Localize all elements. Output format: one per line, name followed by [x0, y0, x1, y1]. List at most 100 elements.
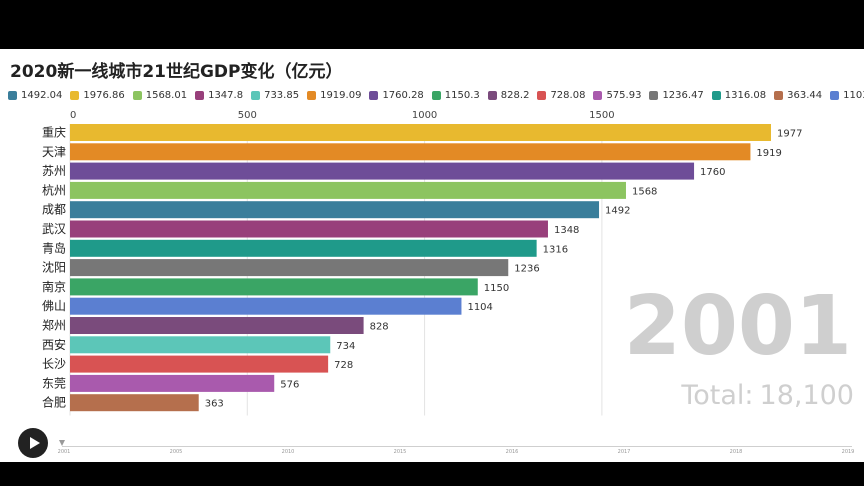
value-label: 1150 — [484, 283, 509, 294]
legend-item[interactable]: 1568.01 — [132, 89, 188, 101]
play-icon — [30, 437, 40, 449]
bar — [70, 162, 695, 180]
category-label: 长沙 — [42, 357, 66, 371]
legend-label: 1568.01 — [145, 89, 188, 101]
legend-label: 1103.89 — [843, 89, 864, 101]
timeline-label: 2005 — [169, 449, 183, 455]
legend-item[interactable]: 1760.28 — [369, 89, 424, 101]
legend-item[interactable]: 728.08 — [537, 90, 585, 101]
bar — [70, 143, 751, 161]
x-tick-label: 500 — [238, 110, 257, 121]
legend-item[interactable]: 575.93 — [593, 90, 641, 101]
value-label: 1568 — [632, 186, 657, 197]
legend-item[interactable]: 1347.8 — [195, 90, 243, 101]
legend-swatch — [8, 90, 17, 100]
value-label: 728 — [334, 360, 353, 371]
bar — [70, 220, 548, 238]
value-label: 1760 — [700, 167, 725, 178]
timeline-track[interactable] — [62, 446, 852, 447]
bar — [70, 394, 199, 412]
bar — [70, 297, 462, 315]
legend-item[interactable]: 1236.47 — [649, 89, 704, 101]
legend-item[interactable]: 1150.3 — [431, 89, 480, 101]
legend-label: 728.08 — [550, 89, 586, 101]
legend-label: 1316.08 — [724, 89, 767, 101]
category-label: 武汉 — [42, 222, 66, 236]
value-label: 1316 — [543, 244, 568, 255]
legend-swatch — [487, 90, 497, 100]
legend-swatch — [830, 90, 840, 100]
legend-label: 733.85 — [264, 89, 300, 101]
legend-swatch — [593, 90, 603, 100]
legend-swatch — [711, 90, 721, 100]
value-label: 1492 — [605, 206, 630, 217]
legend-item[interactable]: 733.85 — [251, 90, 299, 101]
legend-item[interactable]: 828.2 — [487, 89, 530, 101]
category-label: 杭州 — [42, 182, 66, 197]
legend-item[interactable]: 1976.86 — [70, 89, 125, 101]
value-label: 1236 — [514, 264, 539, 275]
legend-swatch — [369, 90, 379, 100]
category-label: 苏州 — [42, 164, 66, 178]
value-label: 1977 — [777, 129, 802, 140]
category-label: 沈阳 — [42, 260, 66, 275]
legend-label: 575.93 — [606, 89, 642, 101]
legend-label: 1760.28 — [382, 89, 424, 101]
value-label: 734 — [336, 341, 355, 352]
category-label: 合肥 — [42, 395, 66, 410]
timeline-label: 2019 — [841, 449, 855, 455]
legend-label: 1919.09 — [320, 89, 362, 101]
bar-chart: 0 500 1000 1500 重庆 1977 天津 1919 苏州 1760 杭州 1568 成都 14… — [42, 110, 802, 416]
timeline-handle[interactable] — [59, 440, 65, 446]
category-label: 郑州 — [42, 318, 66, 333]
x-tick-label: 0 — [70, 110, 76, 121]
timeline-slider[interactable]: 2001 2005 2010 2015 2016 2017 2018 2019 — [58, 440, 855, 461]
legend: 1492.04 1976.86 1568.01 1347.8 733.85 1919.09… — [8, 87, 864, 103]
legend-label: 1976.86 — [83, 89, 125, 101]
category-label: 南京 — [42, 279, 66, 294]
bar — [70, 259, 509, 277]
value-label: 1348 — [554, 225, 579, 236]
legend-swatch — [537, 90, 547, 100]
category-label: 佛山 — [42, 299, 66, 313]
legend-item[interactable]: 1103.89 — [830, 90, 864, 101]
bar — [70, 374, 275, 392]
bar — [70, 278, 478, 296]
legend-item[interactable]: 1492.04 — [8, 90, 62, 101]
total-label: Total — [681, 380, 745, 411]
legend-swatch — [251, 90, 261, 100]
total-value: 18,100 — [759, 380, 854, 411]
bar — [70, 355, 329, 373]
timeline-label: 2016 — [505, 449, 519, 455]
legend-label: 1492.04 — [21, 89, 63, 101]
category-label: 青岛 — [42, 240, 66, 255]
timeline-label: 2001 — [57, 449, 71, 455]
category-label: 重庆 — [42, 126, 66, 140]
legend-label: 1236.47 — [662, 89, 704, 101]
legend-label: 1150.3 — [444, 89, 480, 101]
chart-stage: 2020新一线城市21世纪GDP变化（亿元） 1492.04 1976.86 156… — [0, 49, 864, 462]
bar — [70, 336, 331, 354]
value-label: 1919 — [756, 148, 781, 159]
play-button[interactable] — [18, 428, 48, 458]
legend-item[interactable]: 1316.08 — [711, 89, 767, 101]
legend-swatch — [132, 90, 142, 100]
category-label: 东莞 — [42, 376, 66, 390]
category-label: 成都 — [42, 203, 66, 217]
value-label: 1104 — [467, 302, 492, 313]
total-readout: Total: 18,100 — [681, 380, 854, 411]
bar — [70, 201, 600, 219]
bar — [70, 181, 626, 199]
legend-swatch — [431, 90, 441, 100]
x-tick-label: 1000 — [412, 110, 437, 121]
legend-label: 363.44 — [787, 89, 823, 101]
bar — [70, 317, 364, 334]
value-label: 576 — [280, 379, 299, 390]
chart-title: 2020新一线城市21世纪GDP变化（亿元） — [10, 62, 343, 82]
value-label: 828 — [370, 322, 389, 333]
legend-label: 828.2 — [500, 89, 530, 101]
legend-item[interactable]: 1919.09 — [307, 90, 361, 101]
bar — [70, 124, 771, 141]
timeline-label: 2015 — [393, 449, 407, 455]
legend-item[interactable]: 363.44 — [774, 90, 822, 101]
